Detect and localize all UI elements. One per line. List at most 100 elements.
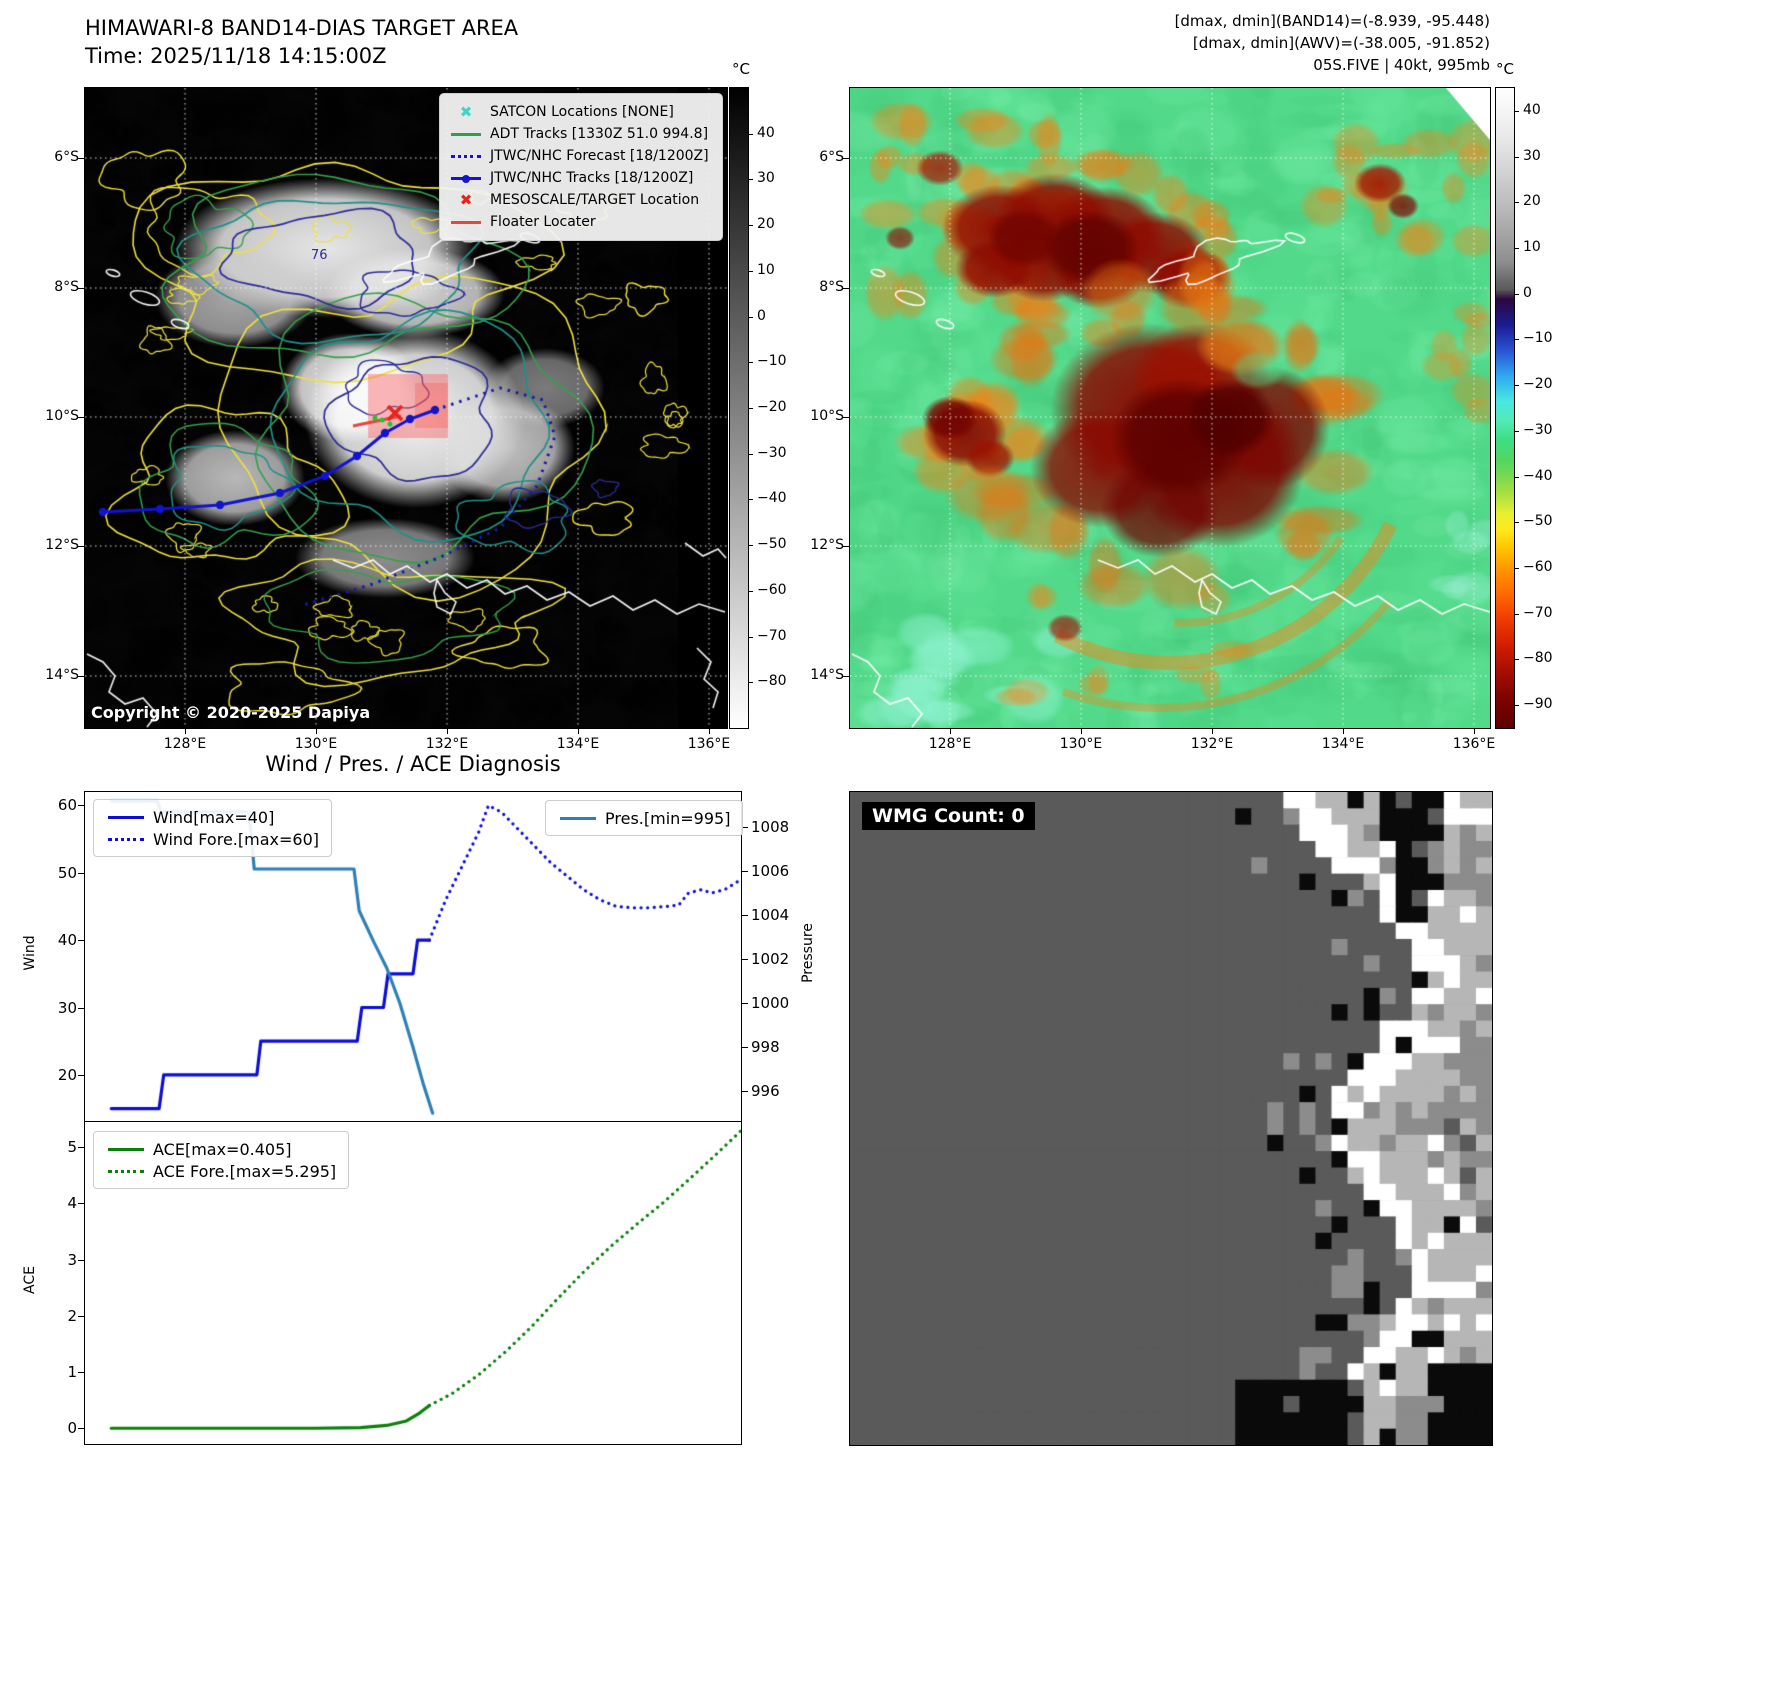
lat-tick-label: 14°S bbox=[45, 667, 79, 683]
colorbar-tick-label: −30 bbox=[1523, 421, 1553, 438]
track-line-dot-icon bbox=[449, 174, 483, 183]
awv-colorbar bbox=[1495, 87, 1515, 729]
satcon-x-icon: ✖ bbox=[459, 102, 473, 121]
lat-tick-label: 10°S bbox=[45, 408, 79, 424]
lon-tick-label: 136°E bbox=[687, 736, 731, 752]
y-tick-label: 2 bbox=[67, 1306, 77, 1325]
colorbar-tick-label: −50 bbox=[757, 536, 787, 553]
lon-tick-label: 136°E bbox=[1452, 736, 1496, 752]
colorbar-unit-label: °C bbox=[1496, 60, 1514, 78]
tick-mark bbox=[748, 133, 753, 135]
adt-track-line-icon bbox=[449, 132, 483, 136]
forecast-dotted-line-icon bbox=[449, 154, 483, 158]
tick-mark bbox=[1514, 659, 1519, 661]
lon-tick-label: 132°E bbox=[1190, 736, 1234, 752]
legend-label: Wind Fore.[max=60] bbox=[153, 829, 319, 849]
y2-tick-label: 998 bbox=[751, 1038, 780, 1057]
legend-item: ADT Tracks [1330Z 51.0 994.8] bbox=[449, 123, 713, 145]
tick-mark bbox=[1514, 110, 1519, 112]
colorbar-tick-label: −10 bbox=[757, 353, 787, 370]
legend-label: ACE Fore.[max=5.295] bbox=[153, 1161, 337, 1181]
colorbar-tick-label: −70 bbox=[757, 627, 787, 644]
tick-mark bbox=[748, 316, 753, 318]
tick-mark bbox=[742, 871, 748, 873]
awv-image-canvas bbox=[850, 88, 1490, 728]
tick-mark bbox=[748, 225, 753, 227]
tick-mark bbox=[1514, 568, 1519, 569]
tick-mark bbox=[78, 1428, 84, 1430]
lat-tick-label: 8°S bbox=[54, 279, 79, 295]
tick-mark bbox=[742, 915, 748, 917]
tick-mark bbox=[748, 408, 753, 409]
lat-tick-label: 6°S bbox=[54, 149, 79, 165]
tick-mark bbox=[316, 728, 317, 734]
y-tick-label: 5 bbox=[67, 1138, 77, 1157]
tick-mark bbox=[1514, 522, 1519, 524]
tick-mark bbox=[78, 1315, 84, 1317]
legend-item: Floater Locater bbox=[449, 211, 713, 233]
tick-mark bbox=[748, 179, 753, 181]
y-tick-label: 50 bbox=[57, 863, 77, 882]
lat-tick-label: 12°S bbox=[45, 537, 79, 553]
tick-mark bbox=[78, 1372, 84, 1374]
legend-item: ✖ MESOSCALE/TARGET Location bbox=[449, 189, 713, 211]
tick-mark bbox=[78, 872, 84, 874]
tick-mark bbox=[1474, 728, 1475, 734]
colorbar-tick-label: 10 bbox=[757, 261, 775, 278]
lon-tick-label: 128°E bbox=[928, 736, 972, 752]
lon-tick-label: 130°E bbox=[294, 736, 338, 752]
tick-mark bbox=[843, 158, 849, 159]
tick-mark bbox=[1514, 430, 1519, 432]
colorbar-tick-label: −70 bbox=[1523, 604, 1553, 621]
pres-legend: Pres.[min=995] bbox=[545, 800, 744, 836]
legend-label: ADT Tracks [1330Z 51.0 994.8] bbox=[490, 126, 709, 142]
ace-chart bbox=[84, 1121, 742, 1445]
lat-tick-label: 8°S bbox=[819, 279, 844, 295]
tick-mark bbox=[748, 270, 753, 272]
colorbar-tick-label: 40 bbox=[1523, 101, 1541, 118]
tick-mark bbox=[78, 940, 84, 942]
tick-mark bbox=[748, 453, 753, 455]
colorbar-tick-label: −40 bbox=[1523, 467, 1553, 484]
tick-mark bbox=[950, 728, 951, 734]
lat-tick-label: 6°S bbox=[819, 149, 844, 165]
colorbar-tick-label: 30 bbox=[757, 170, 775, 187]
lon-tick-label: 134°E bbox=[1321, 736, 1365, 752]
y2-tick-label: 1008 bbox=[751, 818, 790, 837]
band14-satellite-plot: 76 ✖ SATCON Locations [NONE] ADT Tracks [… bbox=[84, 87, 728, 729]
colorbar-tick-label: 30 bbox=[1523, 147, 1541, 164]
ace-forecast-dotted-icon bbox=[106, 1169, 146, 1173]
tick-mark bbox=[748, 636, 753, 638]
y-tick-label: 0 bbox=[67, 1419, 77, 1438]
tick-mark bbox=[742, 959, 748, 961]
tick-mark bbox=[748, 545, 753, 547]
tick-mark bbox=[742, 1091, 748, 1093]
legend-label: SATCON Locations [NONE] bbox=[490, 104, 674, 120]
copyright-text: Copyright © 2020-2025 Dapiya bbox=[91, 703, 371, 722]
legend-item: JTWC/NHC Forecast [18/1200Z] bbox=[449, 145, 713, 167]
awv-satellite-plot bbox=[849, 87, 1491, 729]
lat-tick-label: 14°S bbox=[810, 667, 844, 683]
colorbar-tick-label: −30 bbox=[757, 444, 787, 461]
y-tick-label: 4 bbox=[67, 1194, 77, 1213]
tick-mark bbox=[78, 417, 84, 418]
legend-label: Pres.[min=995] bbox=[605, 808, 731, 828]
awv-header-line-3: 05S.FIVE | 40kt, 995mb bbox=[1313, 56, 1490, 74]
tick-mark bbox=[843, 288, 849, 289]
lon-tick-label: 132°E bbox=[425, 736, 469, 752]
tick-mark bbox=[1514, 385, 1519, 387]
band14-colorbar bbox=[729, 87, 749, 729]
legend-item: Wind[max=40] bbox=[106, 806, 319, 828]
wind-line-icon bbox=[106, 815, 146, 819]
colorbar-tick-label: −90 bbox=[1523, 696, 1553, 713]
tick-mark bbox=[742, 827, 748, 829]
tick-mark bbox=[748, 499, 753, 501]
y2-tick-label: 1006 bbox=[751, 862, 790, 881]
band14-panel-title: HIMAWARI-8 BAND14-DIAS TARGET AREA bbox=[85, 16, 519, 40]
tick-mark bbox=[1514, 613, 1519, 615]
tick-mark bbox=[1212, 728, 1213, 734]
y2-tick-label: 1002 bbox=[751, 950, 790, 969]
tick-mark bbox=[578, 728, 579, 734]
legend-label: Floater Locater bbox=[490, 214, 596, 230]
tick-mark bbox=[78, 158, 84, 159]
